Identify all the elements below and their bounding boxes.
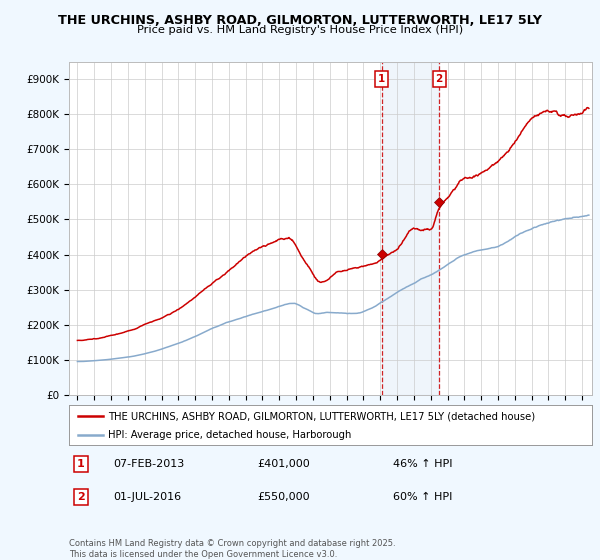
Text: THE URCHINS, ASHBY ROAD, GILMORTON, LUTTERWORTH, LE17 5LY: THE URCHINS, ASHBY ROAD, GILMORTON, LUTT… [58, 14, 542, 27]
Text: 46% ↑ HPI: 46% ↑ HPI [394, 459, 453, 469]
Text: £401,000: £401,000 [257, 459, 310, 469]
Text: 2: 2 [77, 492, 85, 502]
Bar [382, 62, 439, 395]
Text: 1: 1 [77, 459, 85, 469]
Text: £550,000: £550,000 [257, 492, 310, 502]
Text: 60% ↑ HPI: 60% ↑ HPI [394, 492, 453, 502]
Text: 2: 2 [436, 74, 443, 84]
Text: 01-JUL-2016: 01-JUL-2016 [113, 492, 182, 502]
Text: Price paid vs. HM Land Registry's House Price Index (HPI): Price paid vs. HM Land Registry's House … [137, 25, 463, 35]
Text: Contains HM Land Registry data © Crown copyright and database right 2025.
This d: Contains HM Land Registry data © Crown c… [69, 539, 395, 559]
Text: HPI: Average price, detached house, Harborough: HPI: Average price, detached house, Harb… [108, 430, 352, 440]
Text: 07-FEB-2013: 07-FEB-2013 [113, 459, 185, 469]
Text: 1: 1 [378, 74, 386, 84]
Text: THE URCHINS, ASHBY ROAD, GILMORTON, LUTTERWORTH, LE17 5LY (detached house): THE URCHINS, ASHBY ROAD, GILMORTON, LUTT… [108, 411, 535, 421]
